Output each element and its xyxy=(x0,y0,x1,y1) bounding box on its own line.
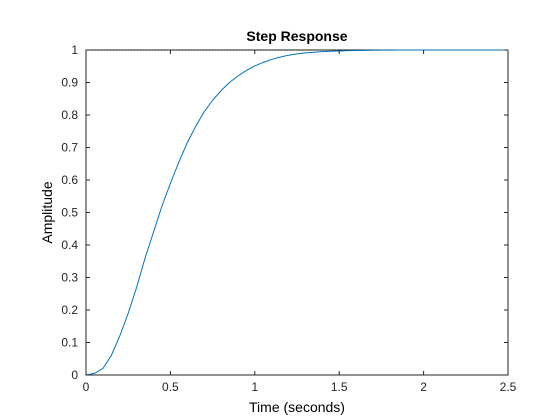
plot-area-box xyxy=(85,49,509,376)
y-tick-label: 0.6 xyxy=(61,173,78,187)
x-tick-label: 2 xyxy=(420,380,427,394)
x-tick-label: 2.5 xyxy=(500,380,517,394)
x-axis-label: Time (seconds) xyxy=(249,399,345,415)
x-tick-label: 1.5 xyxy=(331,380,348,394)
x-tick-label: 0 xyxy=(83,380,90,394)
y-tick-label: 0.2 xyxy=(61,303,78,317)
y-tick-label: 1 xyxy=(71,43,78,57)
chart-title: Step Response xyxy=(246,28,347,44)
x-tick-label: 0.5 xyxy=(162,380,179,394)
x-ticks: 0 0.5 1 1.5 2 2.5 xyxy=(83,50,517,394)
y-tick-label: 0.8 xyxy=(61,108,78,122)
x-tick-label: 1 xyxy=(251,380,258,394)
y-tick-label: 0.4 xyxy=(61,238,78,252)
y-tick-label: 0.9 xyxy=(61,76,78,90)
series-group xyxy=(85,49,508,376)
series-line-0 xyxy=(85,49,508,376)
y-tick-label: 0.1 xyxy=(61,336,78,350)
y-tick-label: 0.3 xyxy=(61,271,78,285)
y-tick-label: 0 xyxy=(71,368,78,382)
y-ticks: 0 0.1 0.2 0.3 0.4 0.5 0.6 0.7 0.8 0.9 1 xyxy=(61,43,508,382)
axes xyxy=(85,49,509,376)
y-axis-label: Amplitude xyxy=(39,181,55,243)
y-tick-label: 0.7 xyxy=(61,141,78,155)
y-tick-label: 0.5 xyxy=(61,206,78,220)
